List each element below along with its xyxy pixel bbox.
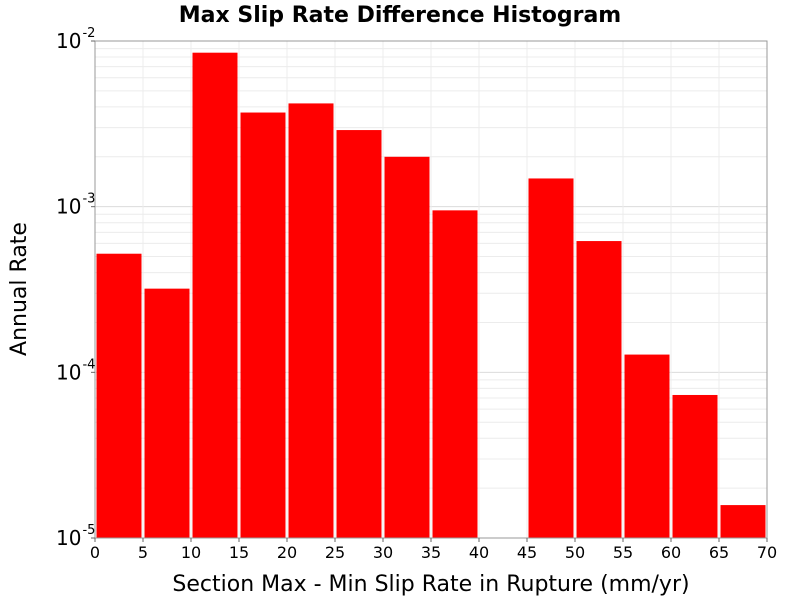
x-tick-label: 55 [613, 543, 633, 562]
bar-13 [720, 505, 766, 538]
bar-5 [336, 130, 382, 538]
x-axis-ticks: 0 5 10 15 20 25 30 35 40 45 50 55 60 65 70 [90, 538, 777, 562]
x-tick-label: 10 [181, 543, 201, 562]
bar-0 [96, 253, 142, 538]
x-tick-label: 35 [421, 543, 441, 562]
bar-4 [288, 103, 334, 538]
bar-9 [528, 178, 574, 539]
bar-10 [576, 241, 622, 539]
bar-12 [672, 394, 718, 538]
bars [96, 52, 766, 539]
chart-title: Max Slip Rate Difference Histogram [179, 3, 621, 28]
x-tick-label: 40 [469, 543, 489, 562]
bar-1 [144, 288, 190, 538]
x-tick-label: 20 [277, 543, 297, 562]
x-tick-label: 70 [757, 543, 777, 562]
bar-3 [240, 112, 286, 539]
y-tick-label: 10-3 [56, 192, 95, 219]
y-axis-ticks: 10-510-410-310-2 [56, 26, 95, 550]
x-tick-label: 65 [709, 543, 729, 562]
x-axis-label: Section Max - Min Slip Rate in Rupture (… [172, 572, 689, 597]
x-tick-label: 15 [229, 543, 249, 562]
x-tick-label: 50 [565, 543, 585, 562]
y-tick-label: 10-2 [56, 26, 95, 53]
x-tick-label: 45 [517, 543, 537, 562]
bar-6 [384, 156, 430, 539]
x-tick-label: 60 [661, 543, 681, 562]
y-tick-label: 10-4 [56, 357, 95, 384]
x-tick-label: 5 [138, 543, 148, 562]
bar-2 [192, 52, 238, 538]
x-tick-label: 25 [325, 543, 345, 562]
y-axis-label: Annual Rate [7, 222, 32, 356]
x-tick-label: 30 [373, 543, 393, 562]
bar-7 [432, 210, 478, 538]
x-tick-label: 0 [90, 543, 100, 562]
bar-11 [624, 354, 670, 538]
